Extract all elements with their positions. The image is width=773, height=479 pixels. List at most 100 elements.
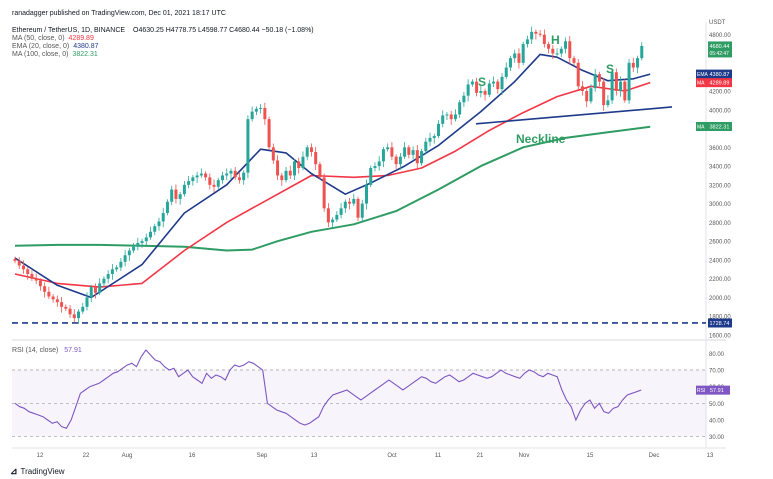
candle-body <box>68 308 72 315</box>
candle-body <box>140 241 144 244</box>
indicator-legend-1: EMA (20, close, 0) 4380.87 <box>12 43 99 51</box>
neckline-label: Neckline <box>516 132 566 146</box>
price-badge-text: 4680.44 <box>710 44 730 50</box>
candle-body <box>47 291 51 297</box>
candle-body <box>483 91 487 95</box>
candle-body <box>602 81 606 106</box>
candle-body <box>364 184 368 204</box>
candle-body <box>93 287 97 293</box>
candle-body <box>55 299 59 303</box>
rsi-tick-label: 70.00 <box>709 369 725 375</box>
candle-body <box>453 114 457 120</box>
candle-body <box>377 161 381 167</box>
candle-body <box>572 58 576 63</box>
candle-body <box>21 265 25 270</box>
candle-body <box>381 149 385 162</box>
tradingview-logo[interactable]: ⊿ TradingView <box>10 466 65 477</box>
time-tick-label: Aug <box>122 453 133 459</box>
price-tick-label: 2200.00 <box>709 277 731 283</box>
candle-body <box>458 102 462 115</box>
candle-body <box>314 152 318 165</box>
rsi-badge <box>708 385 730 395</box>
candle-body <box>153 226 157 232</box>
time-tick-label: 11 <box>435 453 442 459</box>
candle-body <box>623 81 627 101</box>
candle-body <box>449 114 453 120</box>
candle-body <box>110 269 114 274</box>
candle-body <box>276 160 280 176</box>
indicator-legend-2: MA (100, close, 0) 3822.31 <box>12 51 98 59</box>
candle-body <box>568 41 572 59</box>
candle-body <box>293 161 297 176</box>
candle-body <box>237 177 241 181</box>
candle-body <box>360 203 364 218</box>
rsi-tick-label: 80.00 <box>709 352 725 358</box>
candle-body <box>610 72 614 101</box>
candle-body <box>195 175 199 178</box>
candle-body <box>233 170 237 178</box>
candle-body <box>191 177 195 182</box>
price-tick-label: 4800.00 <box>709 33 731 39</box>
candle-body <box>475 81 479 93</box>
indicator-value: 4289.89 <box>68 35 94 42</box>
right-shoulder-label: S <box>606 62 614 76</box>
candle-body <box>555 53 559 55</box>
price-tick-label: 3600.00 <box>709 146 731 152</box>
candle-body <box>127 250 131 256</box>
price-badge-text: 4380.87 <box>710 72 730 78</box>
candle-body <box>13 258 17 261</box>
head-label: H <box>551 33 560 47</box>
candle-body <box>614 72 618 91</box>
rsi-tick-label: 30.00 <box>709 435 725 441</box>
candle-body <box>89 287 93 298</box>
candle-body <box>132 246 136 251</box>
candle-body <box>216 180 220 187</box>
ma100-line <box>14 125 651 252</box>
currency-label: USDT <box>709 20 726 26</box>
candle-body <box>500 76 504 90</box>
price-tick-label: 2600.00 <box>709 240 731 246</box>
candle-body <box>339 208 343 215</box>
rsi-tick-label: 50.00 <box>709 402 725 408</box>
candle-body <box>525 39 529 45</box>
candle-body <box>43 286 47 292</box>
candle-body <box>250 111 254 120</box>
candle-body <box>627 62 631 101</box>
candle-body <box>551 48 555 54</box>
candle-body <box>182 184 186 195</box>
time-tick-label: 12 <box>37 453 44 459</box>
candle-body <box>259 107 263 109</box>
candle-body <box>343 201 347 209</box>
candle-body <box>462 95 466 103</box>
candle-body <box>411 150 415 155</box>
candle-body <box>161 213 165 222</box>
candle-body <box>335 214 339 220</box>
price-badge <box>708 318 732 328</box>
candle-body <box>492 81 496 84</box>
candle-body <box>119 261 123 268</box>
candle-body <box>534 31 538 34</box>
price-tick-label: 2800.00 <box>709 221 731 227</box>
candle-body <box>174 189 178 199</box>
candle-body <box>487 83 491 95</box>
time-tick-label: 16 <box>189 453 196 459</box>
price-badge-tag <box>696 78 708 88</box>
candle-body <box>81 306 85 312</box>
indicator-legend-0: MA (50, close, 0) 4289.89 <box>12 35 94 43</box>
candle-body <box>631 62 635 68</box>
indicator-value: 3822.31 <box>72 51 98 58</box>
candle-body <box>593 74 597 89</box>
candle-body <box>373 166 377 168</box>
left-shoulder-label: S <box>478 75 486 89</box>
candle-body <box>288 170 292 176</box>
ma50-line <box>14 81 651 288</box>
rsi-badge-text: 57.91 <box>710 388 724 394</box>
price-badge <box>708 121 732 131</box>
indicator-label: MA (50, close, 0) <box>12 35 65 42</box>
candle-body <box>369 167 373 185</box>
time-tick-label: 15 <box>587 453 594 459</box>
candle-body <box>479 91 483 93</box>
candle-body <box>157 221 161 227</box>
candle-body <box>85 297 89 307</box>
